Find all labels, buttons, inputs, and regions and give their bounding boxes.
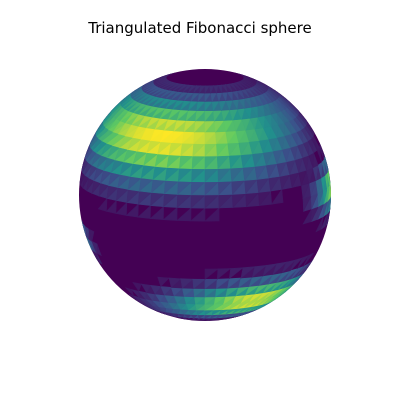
facet-298 xyxy=(82,223,87,236)
facet-444 xyxy=(317,161,323,178)
facet-1003 xyxy=(213,85,219,94)
facet-1 xyxy=(177,316,185,320)
facet-979 xyxy=(158,80,173,88)
facet-323 xyxy=(137,204,151,219)
facet-199 xyxy=(140,283,152,294)
facet-294 xyxy=(91,240,98,254)
facet-236 xyxy=(157,276,170,288)
facet-981 xyxy=(161,81,176,89)
facet-997 xyxy=(199,85,206,94)
facet-975 xyxy=(154,79,169,86)
facet-238 xyxy=(168,277,182,288)
facet-1013 xyxy=(231,82,242,91)
facet-1023 xyxy=(242,78,256,86)
facet-989 xyxy=(177,84,189,92)
facet-985 xyxy=(168,83,182,91)
facet-999 xyxy=(204,85,210,95)
facet-321 xyxy=(115,201,128,216)
facet-160 xyxy=(138,290,147,300)
facet-1017 xyxy=(237,80,249,89)
facet-325 xyxy=(162,206,178,221)
facet-983 xyxy=(164,82,179,90)
facet-273 xyxy=(204,268,219,280)
facet-1019 xyxy=(239,80,252,88)
facet-2 xyxy=(182,316,189,320)
facet-246 xyxy=(216,278,231,290)
facet-378 xyxy=(271,188,284,205)
facet-326 xyxy=(176,207,192,222)
facet-1011 xyxy=(228,83,238,91)
facet-264 xyxy=(296,263,309,277)
facet-969 xyxy=(154,76,167,82)
facet-1005 xyxy=(217,84,223,94)
facet-977 xyxy=(156,80,171,87)
facet-987 xyxy=(172,83,186,91)
facet-274 xyxy=(216,268,232,280)
facet-262 xyxy=(291,266,304,279)
facet-286 xyxy=(290,257,304,272)
facet-995 xyxy=(193,85,202,94)
facet-967 xyxy=(154,75,168,81)
facet-1034 xyxy=(235,72,249,77)
facet-266 xyxy=(300,261,312,275)
facet-285 xyxy=(281,259,296,273)
facet-287 xyxy=(297,255,309,269)
facet-1007 xyxy=(221,84,228,93)
facet-242 xyxy=(192,278,206,290)
facet-201 xyxy=(150,285,162,295)
facet-248 xyxy=(227,277,242,289)
facet-203 xyxy=(160,286,172,296)
facet-327 xyxy=(190,207,206,222)
facet-283 xyxy=(272,261,288,275)
facet-1009 xyxy=(225,83,233,92)
facet-971 xyxy=(153,77,167,83)
chart-title: Triangulated Fibonacci sphere xyxy=(88,19,312,37)
facet-446 xyxy=(321,158,326,176)
facet-993 xyxy=(187,85,198,93)
facet-0 xyxy=(172,315,181,319)
facet-275 xyxy=(228,267,244,280)
facet-319 xyxy=(97,197,108,212)
facet-113 xyxy=(128,293,139,302)
facet-1001 xyxy=(209,85,215,95)
facet-5 xyxy=(195,317,202,321)
facet-279 xyxy=(251,264,268,278)
facet-268 xyxy=(304,259,314,273)
facet-281 xyxy=(262,263,278,277)
facet-328 xyxy=(204,207,220,222)
facet-505 xyxy=(319,142,326,158)
facet-288 xyxy=(303,252,314,267)
facet-240 xyxy=(180,278,194,289)
facet-3 xyxy=(187,317,193,321)
facet-1021 xyxy=(241,79,254,87)
facet-991 xyxy=(182,84,193,93)
facet-324 xyxy=(149,206,164,221)
facet-1025 xyxy=(243,77,257,84)
facet-277 xyxy=(240,266,256,279)
facet-300 xyxy=(84,225,90,239)
facet-320 xyxy=(105,199,117,214)
facet-1015 xyxy=(234,81,246,90)
facet-158 xyxy=(130,289,140,299)
facet-260 xyxy=(284,268,298,281)
facet-301 xyxy=(88,228,95,242)
facet-197 xyxy=(132,281,142,292)
facet-4 xyxy=(191,317,198,321)
facet-973 xyxy=(153,78,168,84)
facet-115 xyxy=(133,295,143,304)
facet-504 xyxy=(319,143,325,160)
facet-322 xyxy=(125,203,139,218)
facet-448 xyxy=(323,156,328,173)
facet-244 xyxy=(204,278,219,290)
